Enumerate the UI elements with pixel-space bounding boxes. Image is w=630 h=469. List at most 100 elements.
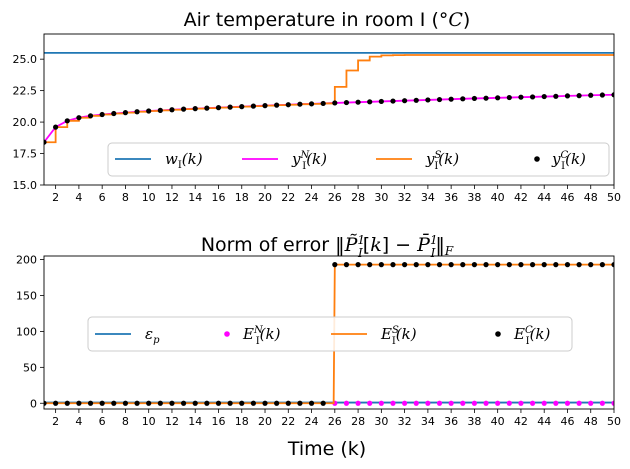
error-norm-series-4-point: [378, 262, 384, 268]
temperature-x-tick-label: 30: [374, 191, 388, 204]
error-norm-series-4-point: [413, 262, 419, 268]
temperature-x-tick-label: 2: [52, 191, 59, 204]
error-norm-series-4-point: [308, 400, 315, 406]
error-norm-y-axis: 0 50 100 150 200: [16, 254, 44, 410]
error-norm-legend-label-4: EC I(k): [513, 325, 551, 347]
error-norm-series-4-point: [355, 262, 361, 268]
error-norm-x-tick-label: 12: [165, 415, 179, 428]
error-norm-series-4-point: [87, 400, 94, 406]
error-norm-series-4-point: [599, 262, 605, 268]
temperature-x-tick-label: 46: [560, 191, 574, 204]
error-norm-series-4-point: [460, 262, 466, 268]
error-norm-series-4-point: [297, 400, 303, 406]
error-norm-legend-label-2: EN I(k): [242, 325, 281, 347]
temperature-series-4-point: [146, 108, 152, 114]
temperature-series-4-point: [285, 102, 291, 108]
temperature-series-4-point: [378, 98, 384, 105]
error-norm-x-tick-label: 22: [281, 415, 295, 428]
temperature-series-4-point: [483, 95, 489, 101]
error-norm-series-4-point: [250, 400, 256, 406]
error-norm-series-4-point: [146, 400, 152, 406]
error-norm-series-2-point: [564, 400, 571, 406]
error-norm-series-4-point: [180, 400, 187, 406]
temperature-series-4-point: [308, 101, 315, 107]
error-norm-legend-label-3: ES I(k): [380, 325, 417, 347]
temperature-series-4-point: [367, 99, 373, 105]
error-norm-series-4-point: [320, 400, 326, 406]
error-norm-legend-box: [87, 316, 573, 352]
temperature-x-tick-label: 36: [444, 191, 458, 204]
temperature-y-tick-label: 17.5: [13, 148, 38, 161]
temperature-legend-marker-4: [534, 156, 540, 162]
temperature-legend-label-4: yC I(k): [551, 150, 586, 172]
temperature-x-tick-label: 44: [537, 191, 551, 204]
error-norm-x-tick-label: 2: [52, 415, 59, 428]
error-norm-series-4-point: [471, 262, 478, 268]
error-norm-series-4-point: [588, 262, 594, 268]
temperature-series-4-point: [332, 100, 338, 106]
temperature-series-4-point: [576, 93, 582, 99]
error-norm-series-4-point: [564, 262, 571, 268]
temperature-series-4-point: [460, 96, 466, 102]
error-norm-chart: Norm of error ‖P̃1 I[k] − P̄1 I‖F 2 4 6 8 10 12…: [16, 233, 621, 460]
error-norm-x-tick-label: 28: [351, 415, 365, 428]
temperature-legend-box: [107, 142, 610, 177]
error-norm-x-tick-label: 14: [188, 415, 202, 428]
temperature-x-tick-label: 24: [305, 191, 319, 204]
temperature-series-4-point: [529, 94, 536, 100]
error-norm-x-tick-label: 40: [491, 415, 505, 428]
error-norm-x-tick-label: 32: [398, 415, 412, 428]
temperature-legend: wI(k) yN I(k) yS I(k) yC I(k): [107, 142, 610, 177]
temperature-series-4-point: [64, 118, 70, 124]
temperature-series-4-point: [239, 104, 245, 110]
error-norm-series-2-point: [483, 400, 489, 406]
temperature-y-tick-label: 25.0: [13, 53, 38, 66]
error-norm-series-2-point: [460, 400, 466, 406]
temperature-series-4-point: [274, 102, 280, 108]
temperature-series-4-point: [250, 103, 256, 109]
error-norm-series-4-point: [239, 400, 245, 406]
temperature-series-4-point: [297, 101, 303, 107]
error-norm-legend-marker-2: [224, 331, 230, 337]
error-norm-x-tick-label: 8: [122, 415, 129, 428]
error-norm-series-2-point: [367, 400, 373, 406]
error-norm-series-4-point: [169, 400, 175, 406]
error-norm-x-tick-label: 16: [211, 415, 225, 428]
error-norm-y-tick-label: 200: [16, 254, 37, 267]
error-norm-x-tick-label: 26: [328, 415, 342, 428]
error-norm-x-tick-label: 46: [560, 415, 574, 428]
error-norm-x-tick-label: 38: [467, 415, 481, 428]
temperature-x-tick-label: 26: [328, 191, 342, 204]
error-norm-series-4-point: [76, 400, 82, 406]
error-norm-series-4-point: [157, 400, 163, 406]
error-norm-series-4-point: [518, 262, 524, 268]
error-norm-series-2-point: [518, 400, 524, 406]
temperature-series-4-point: [76, 115, 82, 121]
temperature-series-4-point: [425, 97, 431, 103]
error-norm-y-tick-label: 150: [16, 290, 37, 303]
temperature-series-3-step-line: [44, 54, 614, 144]
temperature-series-4-point: [192, 106, 198, 112]
error-norm-series-4-point: [541, 262, 547, 268]
error-norm-y-tick-label: 50: [23, 361, 37, 374]
temperature-series-4-point: [157, 107, 163, 113]
temperature-x-tick-label: 32: [398, 191, 412, 204]
temperature-series-4-point: [541, 93, 547, 100]
temperature-series-4-point: [169, 107, 175, 113]
temperature-series-4-point: [53, 124, 59, 130]
error-norm-series-2-point: [611, 400, 614, 406]
error-norm-series-4-point: [332, 262, 338, 268]
error-norm-series-4-point: [285, 400, 291, 406]
temperature-series-4-point: [564, 93, 571, 99]
temperature-series-4-point: [99, 111, 105, 118]
temperature-series-4-point: [506, 94, 512, 101]
temperature-x-tick-label: 14: [188, 191, 202, 204]
error-norm-series-4-point: [448, 262, 454, 268]
temperature-series-4-point: [588, 92, 594, 98]
temperature-x-tick-label: 38: [467, 191, 481, 204]
error-norm-series-4-point: [274, 400, 280, 406]
error-norm-series-4-point: [64, 400, 70, 406]
temperature-series-4-point: [343, 99, 350, 106]
temperature-series-4-point: [436, 96, 443, 103]
temperature-y-axis: 15.0 17.5 20.0 22.5 25.0: [13, 53, 44, 192]
